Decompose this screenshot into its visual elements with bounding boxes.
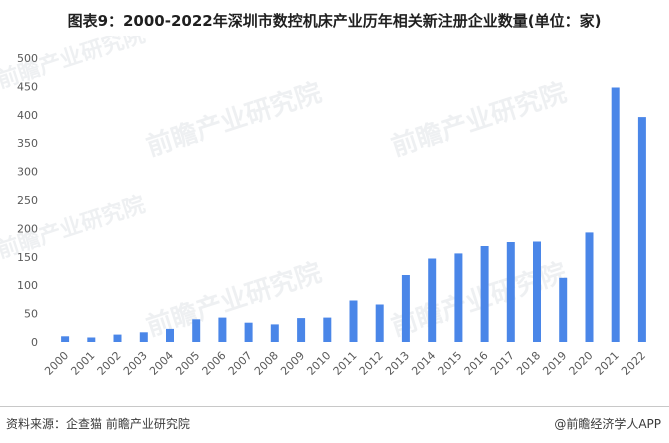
x-tick-label: 2020	[567, 349, 596, 378]
bar-2015	[454, 253, 463, 342]
x-tick-label: 2014	[409, 349, 438, 378]
watermark-text: 前瞻产业研究院	[388, 257, 571, 343]
bar-2014	[428, 258, 437, 342]
bar-2007	[244, 322, 253, 342]
x-tick-label: 2021	[593, 349, 622, 378]
y-axis: 0 50 100 150 200 250 300 350 400 450 500	[17, 52, 38, 349]
x-tick-label: 2009	[278, 349, 307, 378]
y-tick-label: 300	[17, 166, 38, 179]
y-tick-label: 250	[17, 194, 38, 207]
y-tick-label: 350	[17, 137, 38, 150]
footer-divider	[0, 406, 669, 407]
chart-title: 图表9：2000-2022年深圳市数控机床产业历年相关新注册企业数量(单位：家)	[67, 12, 602, 30]
x-tick-label: 2015	[435, 349, 464, 378]
bar-2000	[61, 336, 70, 342]
bar-2017	[506, 242, 515, 342]
bar-2005	[192, 319, 201, 342]
bars	[61, 87, 646, 342]
y-tick-label: 50	[24, 308, 38, 321]
brand-credit: @前瞻经济学人APP	[554, 417, 661, 431]
y-tick-label: 500	[17, 52, 38, 65]
x-tick-label: 2017	[488, 349, 517, 378]
y-tick-label: 100	[17, 279, 38, 292]
y-tick-label: 200	[17, 222, 38, 235]
bar-2009	[297, 318, 306, 342]
bar-2012	[375, 304, 384, 342]
x-tick-label: 2018	[514, 349, 543, 378]
x-tick-label: 2011	[331, 349, 360, 378]
bar-2008	[270, 324, 279, 342]
x-tick-label: 2007	[226, 349, 255, 378]
bar-2020	[585, 232, 594, 342]
y-tick-label: 450	[17, 80, 38, 93]
x-tick-label: 2019	[540, 349, 569, 378]
x-tick-label: 2001	[68, 349, 97, 378]
y-tick-label: 400	[17, 109, 38, 122]
x-tick-label: 2004	[147, 349, 176, 378]
bar-2011	[349, 300, 358, 342]
x-tick-label: 2000	[42, 349, 71, 378]
bar-2010	[323, 317, 332, 342]
x-tick-label: 2002	[95, 349, 124, 378]
y-tick-label: 0	[31, 336, 38, 349]
bar-2003	[139, 332, 148, 342]
y-tick-label: 150	[17, 251, 38, 264]
x-tick-label: 2010	[304, 349, 333, 378]
bar-2002	[113, 334, 122, 342]
x-tick-label: 2008	[252, 349, 281, 378]
watermark-text: 前瞻产业研究院	[143, 77, 326, 163]
source-note: 资料来源：企查猫 前瞻产业研究院	[6, 417, 190, 431]
bar-2016	[480, 246, 489, 342]
bar-2013	[401, 275, 410, 342]
x-axis: 2000200120022003200420052006200720082009…	[42, 349, 648, 378]
x-tick-label: 2003	[121, 349, 150, 378]
bar-2001	[87, 337, 96, 342]
x-tick-label: 2013	[383, 349, 412, 378]
bar-2018	[533, 241, 541, 342]
bar-2021	[611, 87, 620, 342]
watermark-text: 前瞻产业研究院	[388, 77, 571, 163]
bar-2004	[166, 328, 174, 342]
x-tick-label: 2012	[357, 349, 386, 378]
bar-2022	[637, 117, 646, 342]
x-tick-label: 2005	[173, 349, 202, 378]
footer: 资料来源：企查猫 前瞻产业研究院 @前瞻经济学人APP	[0, 406, 669, 443]
x-tick-label: 2016	[462, 349, 491, 378]
bar-2006	[218, 317, 227, 342]
x-tick-label: 2006	[200, 349, 229, 378]
bar-2019	[559, 277, 568, 342]
x-tick-label: 2022	[619, 349, 648, 378]
